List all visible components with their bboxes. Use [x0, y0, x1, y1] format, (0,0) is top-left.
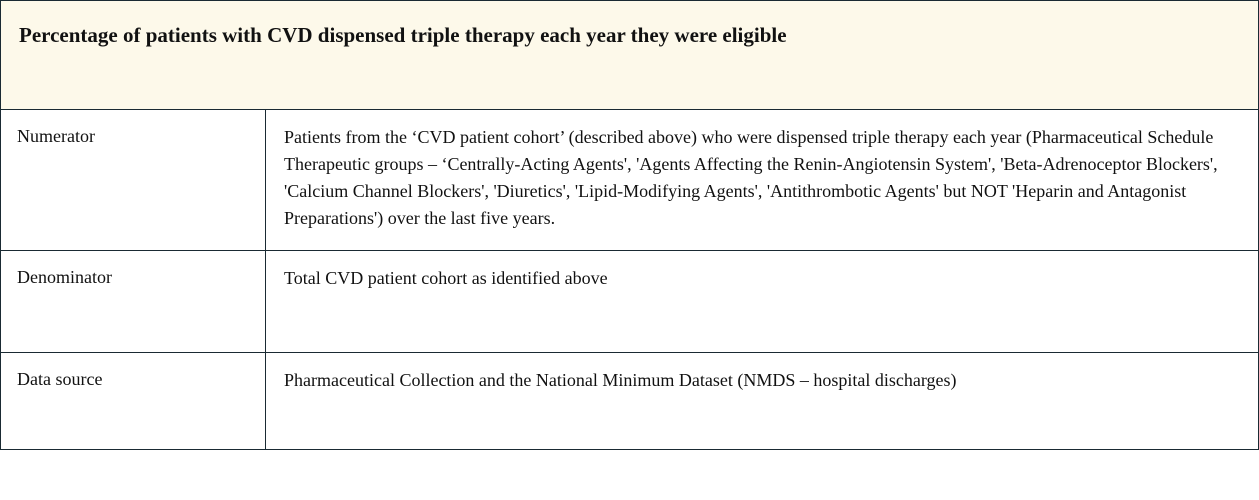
row-label-numerator: Numerator	[1, 110, 266, 251]
row-value-denominator: Total CVD patient cohort as identified a…	[266, 251, 1259, 353]
row-label-denominator: Denominator	[1, 251, 266, 353]
row-label-data-source: Data source	[1, 353, 266, 450]
row-value-numerator: Patients from the ‘CVD patient cohort’ (…	[266, 110, 1259, 251]
table-header-row: Percentage of patients with CVD dispense…	[1, 1, 1259, 110]
table-row: Denominator Total CVD patient cohort as …	[1, 251, 1259, 353]
definition-table: Percentage of patients with CVD dispense…	[0, 0, 1259, 450]
table-title: Percentage of patients with CVD dispense…	[1, 1, 1259, 110]
table-row: Numerator Patients from the ‘CVD patient…	[1, 110, 1259, 251]
row-value-data-source: Pharmaceutical Collection and the Nation…	[266, 353, 1259, 450]
table-row: Data source Pharmaceutical Collection an…	[1, 353, 1259, 450]
